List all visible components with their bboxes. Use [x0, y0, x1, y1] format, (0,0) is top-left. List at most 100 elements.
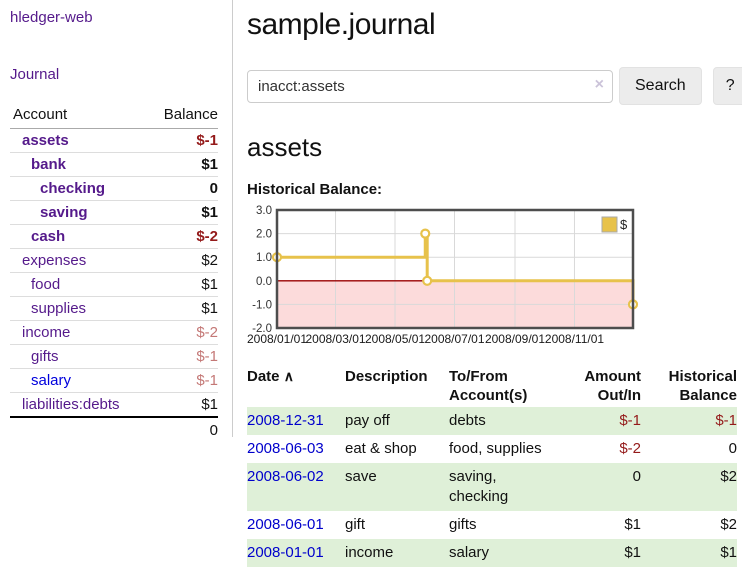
transaction-date-cell: 2008-12-31 [247, 407, 345, 435]
search-button[interactable]: Search [619, 67, 702, 105]
transaction-row: 2008-06-03 eat & shop food, supplies $-2 0 [247, 435, 737, 463]
account-balance: $-1 [146, 344, 218, 369]
account-row: bank $1 [10, 152, 218, 177]
transaction-description: pay off [345, 412, 390, 429]
help-button[interactable]: ? [712, 67, 742, 105]
svg-text:1.0: 1.0 [256, 252, 272, 264]
search-input[interactable] [247, 69, 613, 103]
transaction-accounts: debts [449, 412, 486, 429]
register-header-date-label: Date [247, 368, 280, 385]
transaction-accounts: salary [449, 544, 490, 561]
svg-text:-2.0: -2.0 [252, 323, 272, 335]
transaction-balance: 0 [728, 440, 737, 457]
account-link[interactable]: gifts [31, 348, 59, 365]
transaction-description: income [345, 544, 394, 561]
account-name-cell: liabilities:debts [10, 392, 147, 417]
transaction-date-link[interactable]: 2008-06-03 [247, 440, 324, 457]
svg-text:-1.0: -1.0 [252, 299, 272, 311]
transaction-row: 2008-06-01 gift gifts $1 $2 [247, 511, 737, 539]
sidebar: hledger-web Journal Account Balance asse… [0, 0, 233, 442]
account-link[interactable]: bank [31, 156, 67, 173]
svg-text:2008/11/01: 2008/11/01 [545, 332, 604, 346]
account-row: assets $-1 [10, 129, 218, 153]
account-row: gifts $-1 [10, 344, 218, 369]
account-link[interactable]: food [31, 276, 61, 293]
account-name-cell: supplies [10, 296, 147, 321]
account-link[interactable]: assets [22, 132, 69, 149]
register-header-amount: Amount Out/In [584, 368, 641, 404]
data-point-marker [420, 228, 431, 239]
account-link[interactable]: liabilities:debts [22, 396, 120, 413]
account-balance: $-1 [146, 368, 218, 393]
app-title-link[interactable]: hledger-web [10, 9, 93, 26]
svg-text:2008/05/01: 2008/05/01 [365, 332, 425, 346]
account-link[interactable]: salary [31, 372, 72, 389]
transaction-amount: $1 [624, 544, 641, 561]
transaction-amount: 0 [632, 468, 641, 485]
transaction-description: gift [345, 516, 366, 533]
account-balance: $-2 [146, 224, 218, 249]
balance-chart: 3.0 2.0 1.0 0.0 -1.0 -2.0 2008/01/01 2008/03/01… [247, 205, 742, 352]
transaction-row: 2008-12-31 pay off debts $-1 $-1 [247, 407, 737, 435]
register-header-accounts: To/From Account(s) [449, 368, 528, 404]
register-header-row: Date ∧ Description To/From Account(s) Am… [247, 365, 737, 407]
account-name-cell: food [10, 272, 147, 297]
account-balance: $-1 [196, 132, 218, 149]
account-balance: $1 [146, 200, 218, 225]
transaction-balance: $2 [720, 468, 737, 485]
transaction-date-link[interactable]: 2008-06-02 [247, 468, 324, 485]
account-link[interactable]: supplies [31, 300, 87, 317]
transaction-accounts: food, supplies [449, 440, 542, 457]
account-link[interactable]: checking [40, 180, 106, 197]
main-content: sample.journal × Search ? assets Histori… [233, 0, 742, 567]
account-row: saving $1 [10, 200, 218, 225]
svg-text:3.0: 3.0 [256, 205, 272, 217]
page-title: sample.journal [247, 8, 436, 41]
plot-border [275, 208, 635, 330]
app: hledger-web Journal Account Balance asse… [0, 0, 742, 567]
accounts-header-balance: Balance [146, 103, 218, 129]
accounts-header-account: Account [10, 103, 147, 129]
account-balance: $2 [146, 248, 218, 273]
transaction-date-link[interactable]: 2008-01-01 [247, 544, 324, 561]
transaction-date-link[interactable]: 2008-12-31 [247, 412, 324, 429]
account-link[interactable]: income [22, 324, 71, 341]
accounts-header-row: Account Balance [10, 103, 218, 129]
transaction-amount: $-1 [619, 412, 641, 429]
register-table-body: 2008-12-31 pay off debts $-1 $-1 2008-06-03 ea… [247, 407, 737, 567]
accounts-total-value: 0 [146, 416, 218, 442]
account-name-cell: cash [10, 224, 147, 249]
transaction-row: 2008-01-01 income salary $1 $1 [247, 539, 737, 567]
account-balance: $1 [146, 152, 218, 177]
journal-link[interactable]: Journal [10, 66, 60, 83]
data-point-marker [422, 275, 433, 286]
accounts-total-spacer [10, 416, 147, 442]
account-link[interactable]: saving [40, 204, 88, 221]
account-row: food $1 [10, 272, 218, 297]
account-row: expenses $2 [10, 248, 218, 273]
account-balance: 0 [146, 176, 218, 201]
legend-swatch [601, 216, 618, 233]
account-row: liabilities:debts $1 [10, 392, 218, 417]
transaction-description: eat & shop [345, 440, 417, 457]
account-balance: $1 [146, 392, 218, 417]
svg-text:2008/01/01: 2008/01/01 [247, 332, 307, 346]
chart-title: Historical Balance: [247, 181, 383, 198]
account-row: income $-2 [10, 320, 218, 345]
transaction-amount: $-2 [619, 440, 641, 457]
transaction-row: 2008-06-02 save saving, checking 0 $2 [247, 463, 737, 511]
transaction-accounts: gifts [449, 516, 477, 533]
clear-search-icon[interactable]: × [594, 75, 604, 93]
register-header-description: Description [345, 368, 428, 385]
account-row: cash $-2 [10, 224, 218, 249]
transaction-date-cell: 2008-06-01 [247, 511, 345, 539]
account-link[interactable]: cash [31, 228, 66, 245]
account-link[interactable]: expenses [22, 252, 87, 269]
transaction-description: save [345, 468, 377, 485]
account-name-cell: income [10, 320, 147, 345]
transaction-date-cell: 2008-06-03 [247, 435, 345, 463]
account-row: checking 0 [10, 176, 218, 201]
register-header-date[interactable]: Date ∧ [247, 365, 345, 407]
transaction-date-link[interactable]: 2008-06-01 [247, 516, 324, 533]
sort-ascending-icon: ∧ [283, 368, 294, 384]
